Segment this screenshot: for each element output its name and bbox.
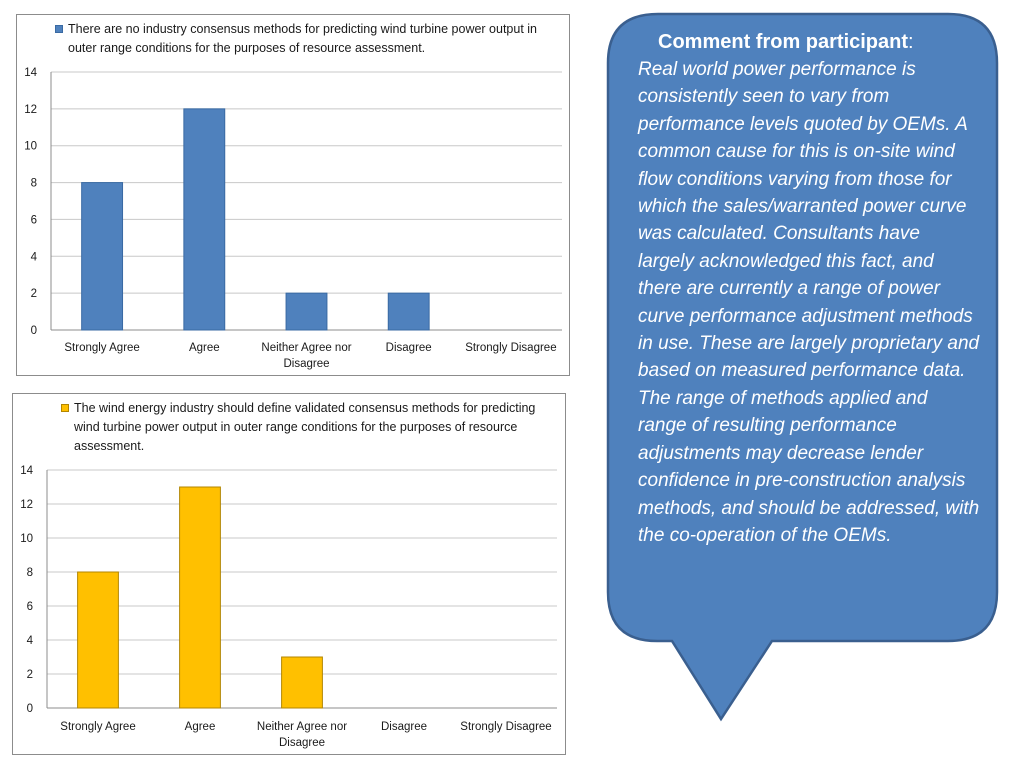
x-category-label: Agree [185,721,216,733]
comment-body: Real world power performance is consiste… [638,59,980,546]
x-category-label: Strongly Disagree [465,342,556,354]
bar-chart-plot: 0 2 4 6 8 10 12 14 Strongly Agree Agree Neither Ag… [20,465,557,749]
bar [387,292,430,331]
chart-legend: The wind energy industry should define v… [61,399,539,456]
y-tick-label: 6 [31,214,37,226]
x-category-label: Agree [189,342,220,354]
agreement-chart-1: There are no industry consensus methods … [16,14,570,376]
x-category-label: Disagree [386,342,432,354]
y-tick-label: 4 [27,635,34,647]
speech-bubble-shape [606,12,999,722]
x-category-label: Disagree [381,721,427,733]
x-category-label: Strongly Agree [64,342,139,354]
x-category-label: Neither Agree nor [257,721,347,733]
participant-comment: Comment from participant: Real world pow… [638,28,980,549]
x-category-label: Strongly Disagree [460,721,551,733]
chart-legend: There are no industry consensus methods … [55,20,555,58]
legend-label: There are no industry consensus methods … [68,22,538,55]
y-tick-label: 4 [31,251,38,263]
bar [81,182,124,331]
bar [285,292,328,331]
bar [281,656,323,709]
x-category-label: Neither Agree nor [261,342,351,354]
x-category-label: Disagree [279,737,325,749]
y-tick-label: 12 [20,499,33,511]
y-tick-label: 10 [24,141,37,153]
y-tick-label: 14 [20,465,33,477]
agreement-chart-2: The wind energy industry should define v… [12,393,566,755]
legend-swatch [55,25,63,33]
y-tick-label: 0 [31,325,37,337]
y-tick-label: 10 [20,533,33,545]
y-tick-label: 6 [27,601,33,613]
legend-swatch [61,404,69,412]
y-tick-label: 12 [24,104,37,116]
bar-chart-plot: 0 2 4 6 8 10 12 14 Strongly Agree Agree Neither Ag… [24,67,562,370]
x-category-label: Strongly Agree [60,721,135,733]
y-tick-label: 14 [24,67,37,79]
legend-label: The wind energy industry should define v… [74,401,536,453]
y-tick-label: 8 [31,178,37,190]
y-tick-label: 8 [27,567,33,579]
y-tick-label: 0 [27,703,33,715]
x-category-label: Disagree [283,358,329,370]
bar [183,108,226,331]
y-tick-label: 2 [31,288,37,300]
comment-heading: Comment from participant: [658,31,914,53]
bar [179,486,221,709]
bar [77,571,119,709]
y-tick-label: 2 [27,669,33,681]
